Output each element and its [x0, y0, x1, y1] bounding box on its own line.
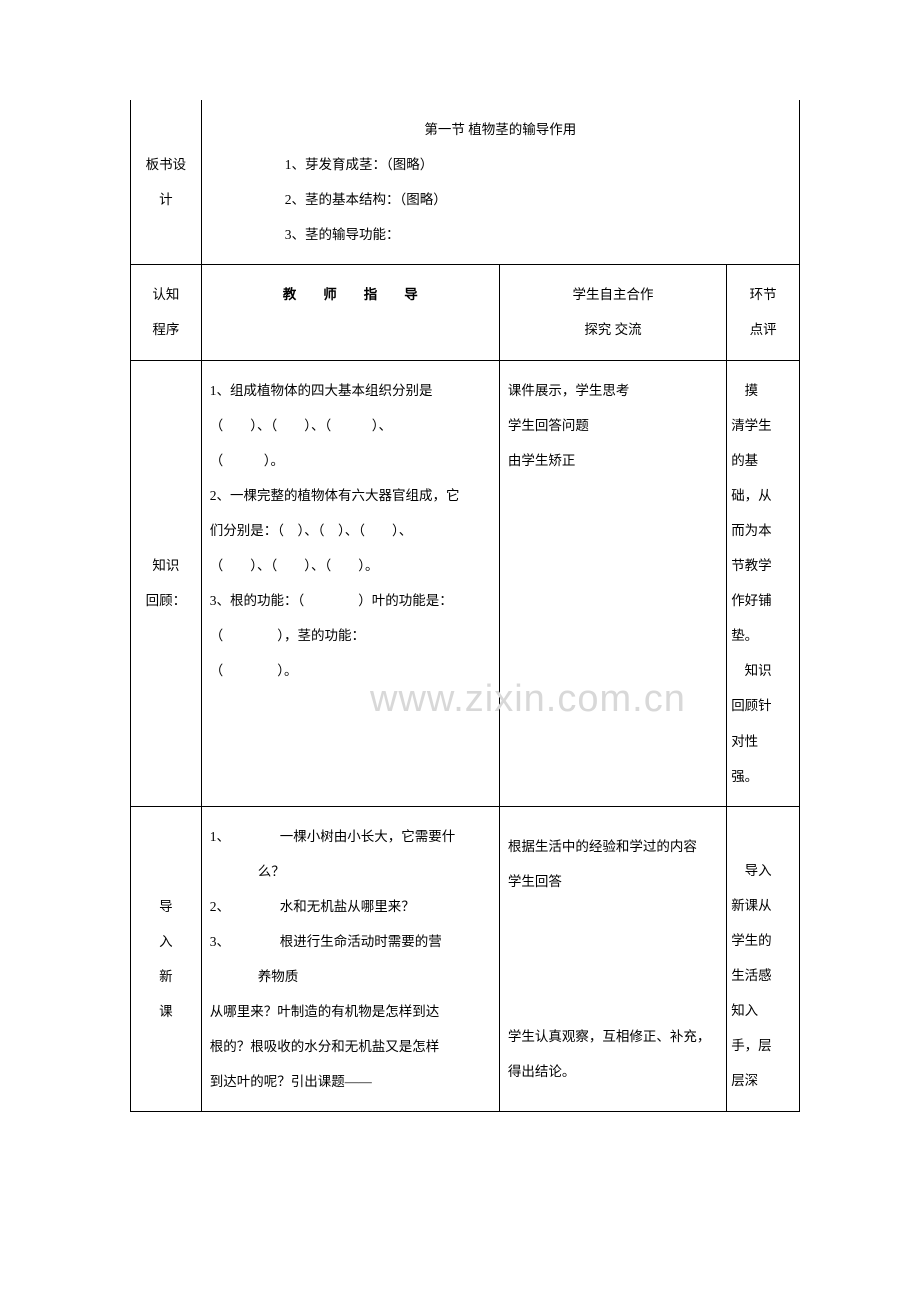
kr-e-l6: 节教学	[731, 548, 795, 583]
col4-header-b: 点评	[735, 312, 791, 347]
page-container: www.zixin.com.cn 板书设计 第一节 植物茎的输导作用 1、芽发育…	[130, 100, 800, 1112]
kr-eval-cell: 摸 清学生 的基 础，从 而为本 节教学 作好铺 垫。 知识 回顾针 对性 强。	[727, 360, 800, 806]
intro-eval-cell: 导入 新课从 学生的 生活感 知入 手，层 层深	[727, 806, 800, 1112]
lesson-plan-table: 板书设计 第一节 植物茎的输导作用 1、芽发育成茎：（图略） 2、茎的基本结构：…	[130, 100, 800, 1112]
intro-item1: 1、 一棵小树由小长大，它需要什	[210, 819, 491, 854]
col3-header-a: 学生自主合作	[508, 277, 718, 312]
intro-l7: 到达叶的呢？引出课题——	[210, 1064, 491, 1099]
intro-e-l1: 导入	[731, 853, 795, 888]
intro-l5: 从哪里来？叶制造的有机物是怎样到达	[210, 994, 491, 1029]
intro-s-l3: 学生认真观察，互相修正、补充，	[508, 1019, 718, 1054]
intro-n2: 2、	[210, 889, 250, 924]
header-line2: 2、茎的基本结构：（图略）	[210, 182, 791, 217]
col3-header-cell: 学生自主合作 探究 交流	[499, 265, 726, 360]
kr-e-l9: 知识	[731, 653, 795, 688]
kr-e-l2: 清学生	[731, 408, 795, 443]
kr-s-l2: 学生回答问题	[508, 408, 718, 443]
col3-header-b: 探究 交流	[508, 312, 718, 347]
col2-header-cell: 教 师 指 导	[201, 265, 499, 360]
kr-t-l9: （ ）。	[210, 653, 491, 688]
intro-e-l2: 新课从	[731, 888, 795, 923]
kr-t-l6: （ ）、（ ）、（ ）。	[210, 548, 491, 583]
kr-e-l8: 垫。	[731, 618, 795, 653]
intro-label-c: 新	[139, 959, 193, 994]
intro-item2: 2、 水和无机盐从哪里来？	[210, 889, 491, 924]
kr-e-l5: 而为本	[731, 513, 795, 548]
intro-e-l7: 层深	[731, 1063, 795, 1098]
intro-s-l1: 根据生活中的经验和学过的内容	[508, 829, 718, 864]
kr-t-l3: （ ）。	[210, 443, 491, 478]
kr-e-l10: 回顾针	[731, 688, 795, 723]
header-label: 板书设计	[146, 157, 187, 207]
intro-n3: 3、	[210, 924, 250, 959]
intro-n3d: 养物质	[210, 959, 491, 994]
intro-e-l4: 生活感	[731, 958, 795, 993]
kr-teacher-cell: 1、组成植物体的四大基本组织分别是 （ ）、（ ）、（ ）、 （ ）。 2、一棵…	[201, 360, 499, 806]
header-line3: 3、茎的输导功能：	[210, 217, 791, 252]
kr-s-l1: 课件展示，学生思考	[508, 373, 718, 408]
col1-header-cell: 认知 程序	[131, 265, 202, 360]
kr-t-l2: （ ）、（ ）、（ ）、	[210, 408, 491, 443]
col1-header-b: 程序	[139, 312, 193, 347]
intro-label-d: 课	[139, 994, 193, 1029]
intro-s-l4: 得出结论。	[508, 1054, 718, 1089]
intro-item3: 3、 根进行生命活动时需要的营	[210, 924, 491, 959]
intro-n1d: 么？	[210, 854, 491, 889]
intro-label-a: 导	[139, 889, 193, 924]
header-content-cell: 第一节 植物茎的输导作用 1、芽发育成茎：（图略） 2、茎的基本结构：（图略） …	[201, 100, 799, 265]
header-row: 板书设计 第一节 植物茎的输导作用 1、芽发育成茎：（图略） 2、茎的基本结构：…	[131, 100, 800, 265]
col4-header-a: 环节	[735, 277, 791, 312]
intro-n2c: 水和无机盐从哪里来？	[250, 889, 491, 924]
kr-e-l1: 摸	[731, 373, 795, 408]
kr-e-l4: 础，从	[731, 478, 795, 513]
col4-header-cell: 环节 点评	[727, 265, 800, 360]
knowledge-review-row: 知识 回顾： 1、组成植物体的四大基本组织分别是 （ ）、（ ）、（ ）、 （ …	[131, 360, 800, 806]
intro-n1c: 一棵小树由小长大，它需要什	[250, 819, 491, 854]
intro-l6: 根的？根吸收的水分和无机盐又是怎样	[210, 1029, 491, 1064]
intro-label-cell: 导 入 新 课	[131, 806, 202, 1112]
kr-label-a: 知识	[139, 548, 193, 583]
col2-header: 教 师 指 导	[283, 287, 418, 302]
kr-e-l7: 作好铺	[731, 583, 795, 618]
kr-student-cell: 课件展示，学生思考 学生回答问题 由学生矫正	[499, 360, 726, 806]
intro-teacher-cell: 1、 一棵小树由小长大，它需要什 么？ 2、 水和无机盐从哪里来？ 3、 根进行…	[201, 806, 499, 1112]
header-label-cell: 板书设计	[131, 100, 202, 265]
kr-label-b: 回顾：	[139, 583, 193, 618]
kr-label-cell: 知识 回顾：	[131, 360, 202, 806]
kr-t-l4: 2、一棵完整的植物体有六大器官组成，它	[210, 478, 491, 513]
intro-e-l5: 知入	[731, 993, 795, 1028]
intro-n3c: 根进行生命活动时需要的营	[250, 924, 491, 959]
intro-s-l2: 学生回答	[508, 864, 718, 899]
kr-e-l3: 的基	[731, 443, 795, 478]
kr-s-l3: 由学生矫正	[508, 443, 718, 478]
kr-t-l8: （ ），茎的功能：	[210, 618, 491, 653]
header-line1: 1、芽发育成茎：（图略）	[210, 147, 791, 182]
intro-label-b: 入	[139, 924, 193, 959]
kr-t-l1: 1、组成植物体的四大基本组织分别是	[210, 373, 491, 408]
intro-row: 导 入 新 课 1、 一棵小树由小长大，它需要什 么？ 2、 水和无机盐从哪里来…	[131, 806, 800, 1112]
kr-e-l11: 对性	[731, 724, 795, 759]
column-header-row: 认知 程序 教 师 指 导 学生自主合作 探究 交流 环节 点评	[131, 265, 800, 360]
kr-e-l12: 强。	[731, 759, 795, 794]
lesson-title: 第一节 植物茎的输导作用	[210, 112, 791, 147]
kr-t-l7: 3、根的功能：（ ）叶的功能是：	[210, 583, 491, 618]
intro-student-cell: 根据生活中的经验和学过的内容 学生回答 学生认真观察，互相修正、补充， 得出结论…	[499, 806, 726, 1112]
intro-e-l6: 手，层	[731, 1028, 795, 1063]
intro-n1: 1、	[210, 819, 250, 854]
intro-e-l3: 学生的	[731, 923, 795, 958]
col1-header-a: 认知	[139, 277, 193, 312]
kr-t-l5: 们分别是：（ ）、（ ）、（ ）、	[210, 513, 491, 548]
